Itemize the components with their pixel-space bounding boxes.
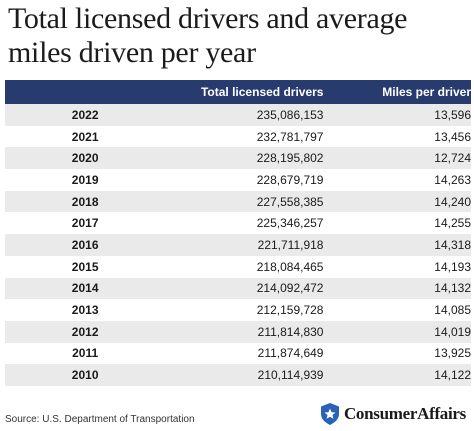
miles-per-driver-cell: 14,240 (434, 194, 471, 209)
table-row: 2010 210,114,939 14,122 (5, 364, 471, 386)
miles-per-driver-cell: 12,724 (434, 151, 471, 166)
star-shield-icon (320, 403, 339, 425)
total-licensed-drivers-cell: 227,558,385 (256, 194, 324, 209)
data-table: Total licensed drivers Miles per driver … (5, 80, 471, 386)
table-row: 2020 228,195,802 12,724 (5, 147, 471, 170)
miles-per-driver-cell: 13,925 (434, 346, 471, 361)
miles-per-driver-cell: 14,019 (434, 324, 471, 339)
miles-per-driver-cell: 14,193 (434, 259, 471, 274)
total-licensed-drivers-cell: 221,711,918 (257, 237, 324, 252)
year-cell: 2022 (71, 107, 99, 122)
total-licensed-drivers-cell: 212,159,728 (256, 303, 324, 318)
year-cell: 2020 (71, 151, 99, 166)
total-licensed-drivers-cell: 218,084,465 (256, 259, 324, 274)
miles-per-driver-cell: 14,318 (434, 237, 471, 252)
total-licensed-drivers-cell: 211,874,649 (257, 346, 324, 361)
total-licensed-drivers-cell: 210,114,939 (257, 368, 324, 383)
column-header-year (5, 80, 165, 104)
source-note: Source: U.S. Department of Transportatio… (5, 414, 195, 425)
total-licensed-drivers-cell: 214,092,472 (256, 281, 324, 296)
column-header-miles-per-driver: Miles per driver (382, 85, 471, 99)
table-row: 2021 232,781,797 13,456 (5, 125, 471, 148)
year-cell: 2014 (71, 281, 99, 296)
total-licensed-drivers-cell: 225,346,257 (256, 216, 324, 231)
table-row: 2015 218,084,465 14,193 (5, 255, 471, 278)
miles-per-driver-cell: 14,132 (434, 281, 471, 296)
year-cell: 2011 (72, 346, 99, 361)
year-cell: 2013 (71, 303, 99, 318)
consumeraffairs-logo: ConsumerAffairs (320, 403, 466, 425)
miles-per-driver-cell: 14,085 (434, 303, 471, 318)
total-licensed-drivers-cell: 228,679,719 (256, 172, 324, 187)
year-cell: 2016 (71, 237, 99, 252)
logo-wordmark: ConsumerAffairs (343, 404, 466, 423)
table-row: 2013 212,159,728 14,085 (5, 299, 471, 321)
miles-per-driver-cell: 13,456 (434, 129, 471, 144)
total-licensed-drivers-cell: 235,086,153 (256, 107, 324, 122)
year-cell: 2019 (71, 172, 99, 187)
table-row: 2011 211,874,649 13,925 (5, 342, 471, 365)
miles-per-driver-cell: 13,596 (434, 107, 471, 122)
table-header-row: Total licensed drivers Miles per driver (5, 80, 471, 104)
column-header-total-licensed-drivers: Total licensed drivers (200, 85, 324, 99)
table-row: 2019 228,679,719 14,263 (5, 169, 471, 191)
total-licensed-drivers-cell: 232,781,797 (256, 129, 324, 144)
table-row: 2018 227,558,385 14,240 (5, 190, 471, 213)
table-row: 2012 211,814,830 14,019 (5, 320, 471, 343)
year-cell: 2010 (71, 368, 99, 383)
total-licensed-drivers-cell: 228,195,802 (256, 151, 324, 166)
year-cell: 2021 (71, 129, 99, 144)
table-body: 2022 235,086,153 13,596 2021 232,781,797 13,4… (5, 104, 471, 386)
table-row: 2016 221,711,918 14,318 (5, 234, 471, 256)
year-cell: 2015 (71, 259, 99, 274)
year-cell: 2012 (71, 324, 99, 339)
year-cell: 2017 (71, 216, 99, 231)
page-title: Total licensed drivers and average miles… (8, 2, 408, 69)
miles-per-driver-cell: 14,255 (434, 216, 471, 231)
table-row: 2014 214,092,472 14,132 (5, 277, 471, 300)
miles-per-driver-cell: 14,122 (434, 368, 471, 383)
table-row: 2022 235,086,153 13,596 (5, 104, 471, 126)
year-cell: 2018 (71, 194, 99, 209)
table-row: 2017 225,346,257 14,255 (5, 212, 471, 235)
total-licensed-drivers-cell: 211,814,830 (257, 324, 324, 339)
miles-per-driver-cell: 14,263 (434, 172, 471, 187)
